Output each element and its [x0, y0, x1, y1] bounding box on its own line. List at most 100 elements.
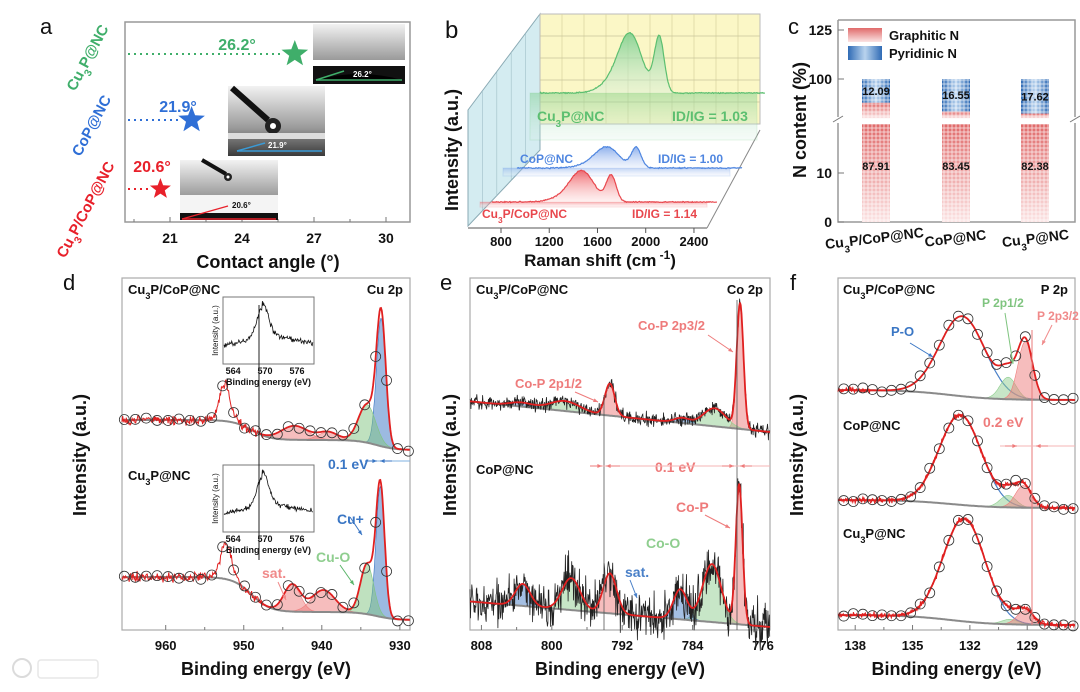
- y-axis-title: Intensity (a.u.): [442, 89, 462, 211]
- bar-value-label: 12.09: [862, 86, 890, 98]
- data-point-marker: [1010, 603, 1022, 615]
- spectrum: [837, 310, 1079, 406]
- data-point-marker: [924, 357, 936, 369]
- annotation-label: P 2p1/2: [982, 296, 1024, 310]
- annotation-label: Co-O: [646, 535, 680, 551]
- annotation-label: Cu3P/CoP@NC: [843, 282, 936, 301]
- x-tick-label: 138: [844, 638, 866, 653]
- legend-label: Pyridinic N: [889, 46, 957, 61]
- data-point-marker: [348, 423, 360, 434]
- data-point-marker: [217, 541, 229, 553]
- data-point-marker: [991, 585, 1003, 597]
- series-label: Cu3P/CoP@NC: [482, 207, 567, 225]
- arrow-head: [1012, 444, 1017, 448]
- angle-value-label: 21.9°: [159, 99, 197, 116]
- inset-x-title: Binding energy (eV): [226, 545, 311, 555]
- arrow-head: [725, 524, 730, 528]
- data-point-marker: [1067, 620, 1079, 632]
- y-tick-label: 100: [809, 71, 833, 87]
- ratio-label: ID/IG = 1.03: [672, 108, 748, 124]
- raw-data-line: [837, 385, 871, 395]
- arrow-icon: [1004, 312, 1014, 365]
- x-axis-title: Binding energy (eV): [535, 659, 705, 679]
- data-point-marker: [1067, 503, 1079, 515]
- data-point-marker: [943, 422, 955, 434]
- angle-value-label: 20.6°: [133, 159, 171, 176]
- data-point-marker: [1048, 619, 1060, 631]
- data-point-marker: [981, 462, 993, 474]
- data-point-marker: [359, 562, 371, 574]
- data-point-marker: [838, 383, 850, 395]
- spectrum: [837, 409, 1079, 515]
- y-axis-title: Intensity (a.u.): [70, 394, 90, 516]
- y-axis-title: N content (%): [790, 62, 810, 178]
- x-tick-label: 800: [490, 234, 512, 249]
- annotation-label: P-O: [891, 324, 914, 339]
- x-tick-label: 960: [155, 638, 177, 653]
- svg-text:21.9°: 21.9°: [268, 141, 287, 150]
- annotation-label: Cu-O: [316, 549, 350, 565]
- x-category-label: CoP@NC: [924, 226, 987, 249]
- data-point-marker: [140, 570, 152, 582]
- data-point-marker: [933, 561, 945, 573]
- data-point-marker: [933, 443, 945, 455]
- data-point-marker: [381, 565, 392, 577]
- data-point-marker: [129, 571, 141, 583]
- panel-letter: f: [790, 270, 797, 295]
- data-point-marker: [337, 601, 349, 613]
- annotation-label: 0.1 eV: [655, 459, 696, 475]
- data-point-marker: [282, 580, 294, 592]
- data-point-marker: [260, 429, 272, 440]
- arrow-head: [728, 347, 733, 352]
- data-point-marker: [905, 381, 917, 393]
- spectrum: [837, 514, 1079, 632]
- data-point-marker: [162, 571, 174, 582]
- arrow-head: [597, 464, 602, 468]
- x-tick-label: 1600: [583, 234, 612, 249]
- plot-frame-c: [837, 19, 1076, 223]
- data-point-marker: [206, 569, 218, 581]
- sample-label: CoP@NC: [69, 92, 115, 159]
- data-point-marker: [337, 429, 349, 441]
- data-point-marker: [359, 399, 371, 411]
- data-point-marker: [315, 587, 327, 598]
- annotation-label: 0.2 eV: [983, 414, 1024, 430]
- inset-tick-label: 570: [258, 366, 273, 376]
- arrow-head: [357, 530, 362, 535]
- data-point-marker: [914, 482, 926, 493]
- x-tick-label: 2000: [631, 234, 660, 249]
- annotation-label: Cu3P/CoP@NC: [128, 282, 221, 301]
- annotation-label: Cu3P/CoP@NC: [476, 282, 569, 301]
- annotation-label: Cu3P@NC: [843, 526, 906, 545]
- y-tick-label: 10: [816, 165, 832, 181]
- x-axis-title: Binding energy (eV): [871, 659, 1041, 679]
- data-point-marker: [972, 533, 983, 545]
- panel-letter: e: [440, 270, 452, 295]
- trace-fill: [491, 170, 717, 203]
- arrow-head: [282, 595, 286, 600]
- legend-swatch: [848, 46, 882, 60]
- arrow-head: [1042, 340, 1046, 345]
- series-label: Cu3P@NC: [537, 108, 604, 130]
- data-point-marker: [981, 561, 993, 572]
- data-point-marker: [173, 572, 185, 584]
- data-point-marker: [962, 415, 974, 427]
- series-label: CoP@NC: [520, 152, 573, 166]
- annotation-label: Co-P 2p3/2: [638, 318, 705, 333]
- x-tick-label: 135: [902, 638, 924, 653]
- data-point-marker: [924, 587, 936, 599]
- arrow-head: [740, 464, 745, 468]
- x-tick-label: 776: [752, 638, 774, 653]
- x-tick-label: 800: [541, 638, 563, 653]
- fit-envelope: [469, 483, 771, 628]
- panel-letter: b: [445, 17, 458, 44]
- data-point-marker: [1000, 478, 1012, 490]
- arrow-head: [729, 464, 734, 468]
- ratio-label: ID/IG = 1.00: [658, 152, 723, 166]
- data-point-marker: [250, 425, 261, 437]
- annotation-label: CoP@NC: [843, 418, 901, 433]
- arrow-head: [633, 593, 638, 598]
- data-point-marker: [195, 573, 207, 585]
- raman-trace: [491, 169, 717, 204]
- bar-value-label: 17.62: [1021, 91, 1049, 103]
